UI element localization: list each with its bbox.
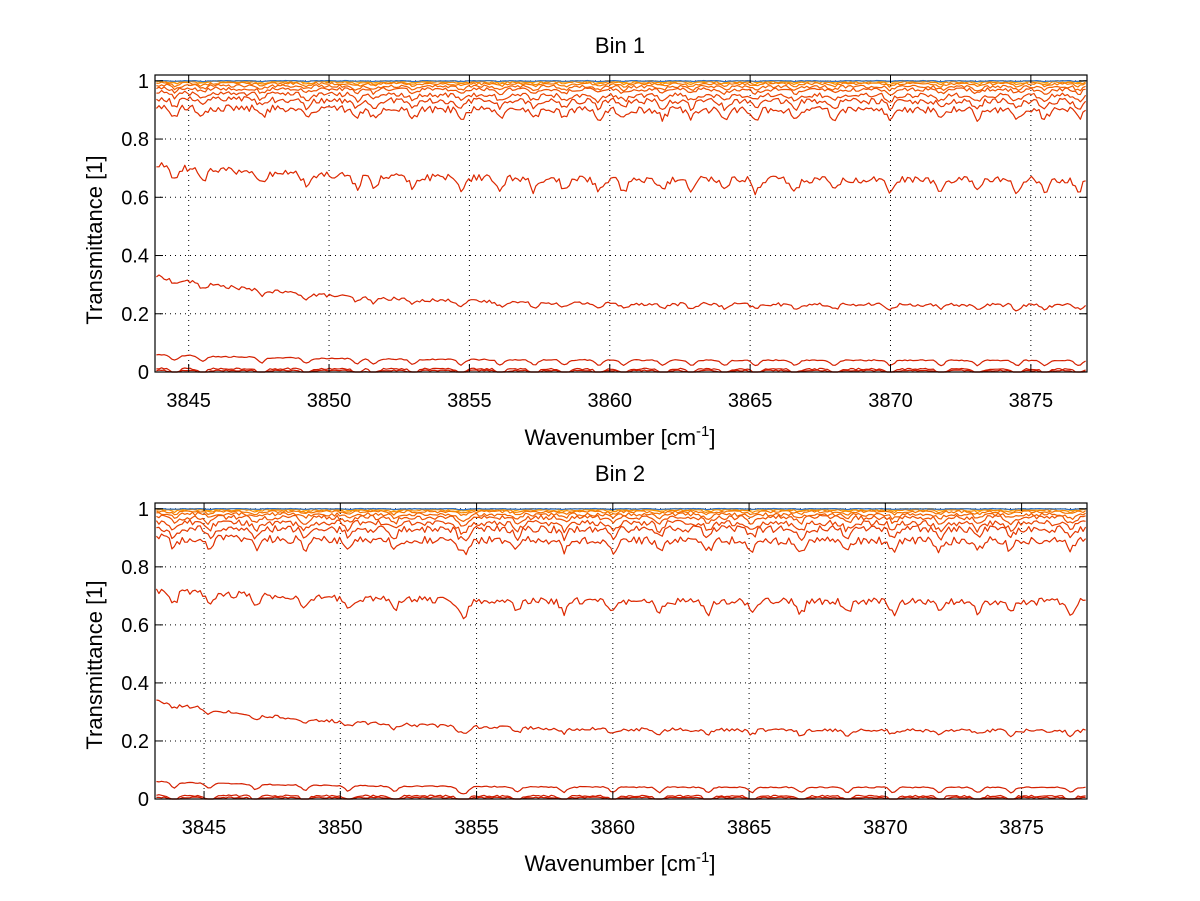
- y-tick-label: 0.2: [121, 731, 149, 753]
- x-tick-label: 3875: [1009, 390, 1054, 412]
- panel-1-ylabel: Transmittance [1]: [82, 155, 107, 324]
- series-line-s1: [156, 796, 1086, 800]
- series-line-s5: [156, 162, 1086, 196]
- y-tick-label: 0.4: [121, 246, 149, 268]
- series-line-s2: [156, 794, 1086, 800]
- panel-bin-1: Bin 1 3845 3850 3855 3860 3865 3870 3875 0 0.2 0.…: [82, 33, 1088, 450]
- x-tick-label: 3845: [182, 817, 227, 839]
- x-tick-label: 3855: [454, 817, 499, 839]
- x-tick-label: 3850: [318, 817, 363, 839]
- y-tick-label: 0: [138, 789, 149, 811]
- y-tick-label: 0.8: [121, 557, 149, 579]
- series-line-s5: [155, 588, 1086, 620]
- series-line-s7: [156, 525, 1087, 542]
- x-tick-label: 3865: [728, 390, 773, 412]
- series-line-s4: [156, 274, 1087, 312]
- panel-2-series: [155, 507, 1087, 800]
- panel-2-xlabel-superscript: -1: [696, 849, 709, 866]
- x-tick-label: 3860: [588, 390, 633, 412]
- series-line-s6: [155, 533, 1087, 556]
- y-tick-label: 1: [138, 71, 149, 93]
- y-tick-label: 0.4: [121, 673, 149, 695]
- series-line-s7: [156, 96, 1087, 112]
- x-tick-label: 3875: [999, 817, 1044, 839]
- series-line-s3: [156, 353, 1086, 367]
- x-tick-label: 3870: [863, 817, 908, 839]
- panel-1-title: Bin 1: [595, 33, 645, 58]
- y-tick-label: 0.6: [121, 187, 149, 209]
- panel-2-ticks: 3845 3850 3855 3860 3865 3870 3875 0 0.2 0.4 0.6 0.…: [121, 499, 1087, 839]
- panel-2-xlabel: Wavenumber [cm-1]: [524, 849, 715, 876]
- x-tick-label: 3870: [868, 390, 913, 412]
- panel-1-xlabel-superscript: -1: [696, 423, 709, 440]
- y-tick-label: 0.2: [121, 304, 149, 326]
- x-tick-label: 3860: [591, 817, 636, 839]
- series-line-s6: [155, 104, 1086, 123]
- series-line-s10: [156, 83, 1086, 92]
- panel-2-title: Bin 2: [595, 461, 645, 486]
- y-tick-label: 0.8: [121, 129, 149, 151]
- series-line-s4: [156, 699, 1086, 738]
- y-tick-label: 0.6: [121, 615, 149, 637]
- panel-1-series: [155, 79, 1087, 373]
- series-line-s10: [156, 511, 1086, 523]
- panel-2-ylabel: Transmittance [1]: [82, 580, 107, 749]
- series-line-s8: [156, 89, 1087, 104]
- x-tick-label: 3845: [166, 390, 211, 412]
- panel-1-ticks: 3845 3850 3855 3860 3865 3870 3875 0 0.2 0.4 0.6 0.…: [121, 71, 1087, 412]
- series-line-s3: [156, 780, 1086, 795]
- panel-1-grid: [155, 75, 1087, 372]
- series-line-s14: [156, 507, 1086, 511]
- panel-1-axes-box: [154, 74, 1088, 373]
- y-tick-label: 0: [138, 362, 149, 384]
- series-line-s8: [155, 519, 1086, 535]
- panel-2-axes-box: [154, 502, 1088, 800]
- panel-bin-2: Bin 2 3845 3850 3855 3860 3865 3870 3875 0 0.2 0.…: [82, 461, 1088, 876]
- panel-1-xlabel: Wavenumber [cm-1]: [524, 423, 715, 450]
- x-tick-label: 3855: [447, 390, 492, 412]
- panel-2-grid: [155, 503, 1087, 799]
- x-tick-label: 3850: [307, 390, 352, 412]
- y-tick-label: 1: [138, 499, 149, 521]
- series-line-s12: [156, 508, 1086, 514]
- series-line-s11: [156, 81, 1086, 88]
- x-tick-label: 3865: [727, 817, 772, 839]
- series-line-s14: [156, 79, 1086, 83]
- series-line-s9: [156, 514, 1086, 527]
